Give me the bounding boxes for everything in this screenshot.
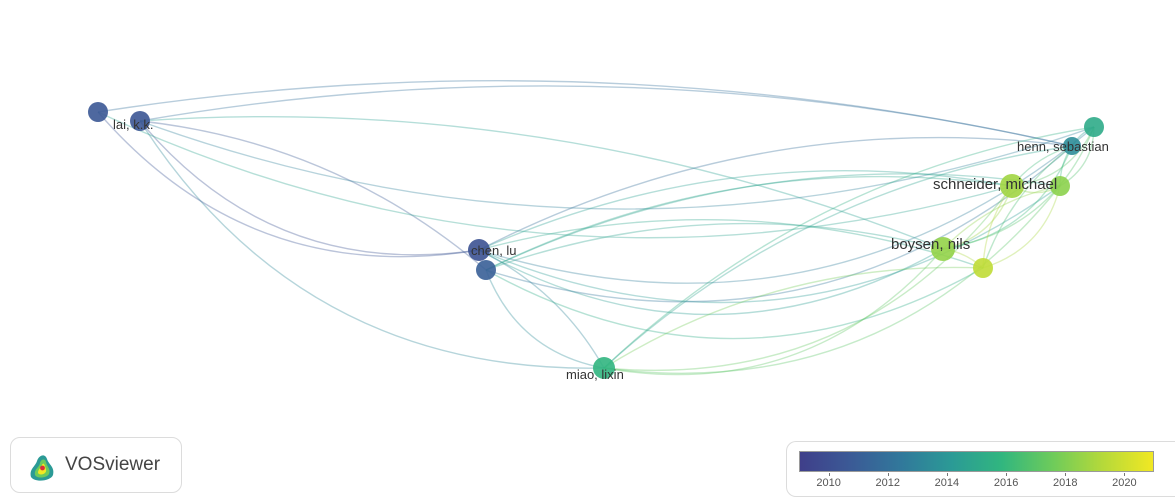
- network-link: [603, 266, 984, 369]
- scale-tick: [1006, 473, 1008, 476]
- network-link: [139, 120, 487, 271]
- network-link: [485, 175, 1013, 271]
- network-link: [478, 249, 605, 369]
- network-link: [603, 185, 1061, 374]
- year-gradient-bar: [799, 451, 1154, 472]
- scale-tick: [946, 473, 948, 476]
- network-link: [139, 120, 605, 369]
- node-label: henn, sebastian: [1017, 139, 1109, 154]
- links-layer: [97, 80, 1095, 376]
- scale-tick-label: 2020: [1112, 477, 1137, 489]
- network-link: [139, 120, 480, 256]
- node-label: schneider, michael: [933, 176, 1057, 193]
- node-label: chen, lu: [471, 243, 517, 258]
- network-link: [942, 185, 1061, 250]
- author-node[interactable]: [88, 102, 108, 122]
- network-link: [478, 248, 944, 316]
- scale-tick: [1065, 473, 1067, 476]
- network-link: [478, 170, 1013, 251]
- author-node[interactable]: [973, 258, 993, 278]
- author-node[interactable]: [931, 237, 955, 261]
- author-node[interactable]: [468, 239, 490, 261]
- network-link: [97, 111, 480, 258]
- network-link: [478, 185, 1061, 304]
- node-label: lai, k.k.: [113, 117, 153, 132]
- author-node[interactable]: [1050, 176, 1070, 196]
- scale-tick-label: 2012: [875, 477, 900, 489]
- author-node[interactable]: [593, 357, 615, 379]
- scale-tick-label: 2010: [816, 477, 841, 489]
- network-link: [982, 185, 1061, 269]
- network-link: [139, 115, 944, 250]
- author-node[interactable]: [1084, 117, 1104, 137]
- network-link: [97, 111, 1013, 239]
- network-link: [982, 145, 1073, 269]
- scale-tick: [887, 473, 889, 476]
- network-link: [485, 267, 984, 340]
- co-authorship-network: lai, k.k. chen, lu miao, lixin boysen, nils…: [88, 80, 1109, 382]
- scale-tick: [828, 473, 830, 476]
- author-node[interactable]: [130, 111, 150, 131]
- network-link: [603, 145, 1073, 369]
- network-link: [603, 185, 1013, 372]
- vosviewer-logo-icon: [30, 455, 54, 481]
- network-link: [942, 145, 1073, 250]
- network-link: [478, 218, 984, 269]
- network-link: [485, 145, 1073, 303]
- vosviewer-name: VOSviewer: [65, 454, 161, 475]
- author-node[interactable]: [1000, 174, 1024, 198]
- scale-tick-label: 2014: [934, 477, 960, 489]
- network-link: [485, 173, 1061, 271]
- scale-tick: [1124, 473, 1126, 476]
- network-link: [485, 269, 605, 369]
- network-link: [603, 248, 944, 376]
- network-link: [139, 120, 1095, 210]
- network-link: [942, 126, 1095, 250]
- nodes-layer: [88, 102, 1104, 379]
- vosviewer-badge[interactable]: VOSviewer: [10, 437, 182, 493]
- author-node[interactable]: [1063, 137, 1081, 155]
- node-label: miao, lixin: [566, 367, 624, 382]
- network-link: [139, 85, 1073, 147]
- network-link: [485, 222, 944, 271]
- year-color-scale: 2010 2012 2014 2016 2018 2020: [786, 441, 1175, 497]
- scale-tick-label: 2018: [1053, 477, 1078, 489]
- node-label: boysen, nils: [891, 236, 970, 253]
- network-link: [603, 126, 1095, 369]
- network-link: [97, 80, 1073, 147]
- network-link: [478, 136, 1073, 251]
- labels-layer: lai, k.k. chen, lu miao, lixin boysen, nils…: [113, 117, 1109, 382]
- author-node[interactable]: [476, 260, 496, 280]
- scale-tick-label: 2016: [993, 477, 1019, 489]
